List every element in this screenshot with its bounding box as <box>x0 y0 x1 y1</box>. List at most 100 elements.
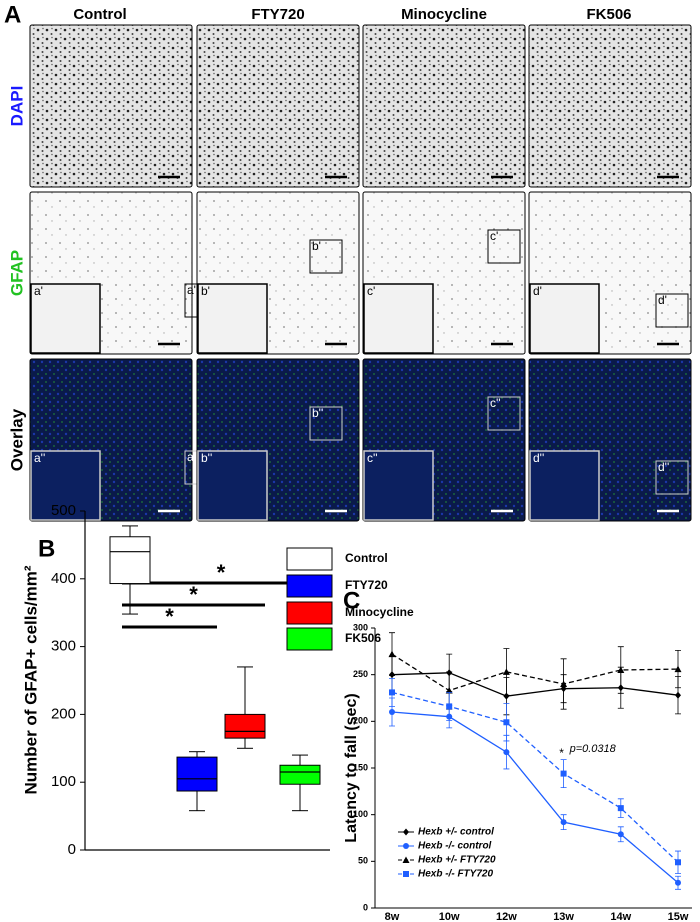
inset-label: c'' <box>367 451 378 465</box>
x-tick-label: 14w <box>610 911 631 922</box>
y-tick-label: 0 <box>363 902 368 912</box>
legend-label: Hexb -/- FTY720 <box>418 869 493 880</box>
region-label: a'' <box>187 450 198 464</box>
box <box>176 756 218 792</box>
marker <box>503 692 510 700</box>
inset <box>30 283 101 354</box>
legend-label: Hexb +/- control <box>418 827 494 838</box>
x-tick-label: 10w <box>439 911 460 922</box>
marker <box>560 680 568 687</box>
x-tick-label: 12w <box>496 911 517 922</box>
inset <box>363 450 434 521</box>
legend-swatch <box>286 601 333 625</box>
column-header: Control <box>73 6 126 23</box>
legend-label: Minocycline <box>345 605 414 619</box>
marker <box>674 665 682 673</box>
marker <box>675 691 681 699</box>
annotation-mark: * <box>559 746 564 760</box>
line <box>391 691 679 863</box>
inset-label: d' <box>533 284 542 298</box>
inset-label: d'' <box>533 451 544 465</box>
marker <box>560 819 567 826</box>
inset-region <box>487 229 521 264</box>
inset <box>529 283 600 354</box>
y-axis-label: Latency to fall (sec) <box>343 693 360 842</box>
significance-mark: * <box>189 582 198 607</box>
row-label: GFAP <box>7 250 26 296</box>
y-tick-label: 200 <box>353 716 368 726</box>
box <box>224 713 266 739</box>
y-tick-label: 500 <box>51 502 76 519</box>
inset <box>529 450 600 521</box>
panel-letter: C <box>343 587 360 614</box>
legend-marker <box>403 871 409 877</box>
panel-letter: B <box>38 535 55 562</box>
legend-label: FK506 <box>345 631 381 645</box>
column-header: Minocycline <box>401 6 487 23</box>
column-header: FTY720 <box>251 6 304 23</box>
marker <box>389 709 395 715</box>
significance-mark: * <box>165 604 174 629</box>
x-tick-label: 8w <box>385 911 400 922</box>
y-tick-label: 300 <box>353 622 368 632</box>
legend-marker <box>402 856 410 863</box>
micrograph <box>362 24 526 188</box>
y-axis-label: Number of GFAP+ cells/mm² <box>21 565 40 794</box>
legend-label: Hexb +/- FTY720 <box>418 855 496 866</box>
inset-label: b' <box>201 284 210 298</box>
inset-label: a' <box>34 284 43 298</box>
marker <box>675 859 681 866</box>
marker <box>560 770 567 777</box>
micrograph <box>29 24 193 188</box>
inset-label: a'' <box>34 451 45 465</box>
y-tick-label: 250 <box>353 669 368 679</box>
micrograph <box>528 24 692 188</box>
marker <box>617 666 625 673</box>
region-label: c' <box>490 229 498 243</box>
marker <box>445 687 453 694</box>
region-label: a' <box>187 283 196 297</box>
inset-region <box>655 293 689 328</box>
row-label: DAPI <box>7 86 26 127</box>
box <box>109 536 151 585</box>
legend-swatch <box>286 574 333 598</box>
inset <box>197 283 268 354</box>
y-tick-label: 400 <box>51 570 76 587</box>
legend-swatch <box>286 547 333 571</box>
micrograph <box>196 24 360 188</box>
region-label: c'' <box>490 396 501 410</box>
panel-letter: A <box>4 1 21 28</box>
region-label: d'' <box>658 460 669 474</box>
inset-region <box>655 460 689 495</box>
marker <box>389 689 395 696</box>
marker <box>503 749 510 756</box>
region-label: d' <box>658 293 667 307</box>
legend-marker <box>403 828 409 836</box>
box <box>279 764 321 785</box>
inset <box>363 283 434 354</box>
y-tick-label: 200 <box>51 705 76 722</box>
legend-marker <box>403 843 409 849</box>
inset-region <box>309 239 343 274</box>
legend-label: Hexb -/- control <box>418 841 492 852</box>
line <box>391 672 679 697</box>
legend-swatch <box>286 627 333 651</box>
annotation: p=0.0318 <box>569 743 617 755</box>
y-tick-label: 0 <box>68 841 76 858</box>
inset-label: c' <box>367 284 375 298</box>
marker <box>388 650 396 658</box>
legend-label: Control <box>345 551 388 565</box>
inset <box>197 450 268 521</box>
marker <box>617 831 624 838</box>
marker <box>446 703 453 710</box>
y-tick-label: 150 <box>353 762 368 772</box>
inset-region <box>487 396 521 431</box>
y-tick-label: 100 <box>353 809 368 819</box>
region-label: b'' <box>312 406 323 420</box>
y-tick-label: 300 <box>51 638 76 655</box>
line <box>391 711 679 884</box>
marker <box>617 805 624 812</box>
significance-mark: * <box>217 560 226 585</box>
